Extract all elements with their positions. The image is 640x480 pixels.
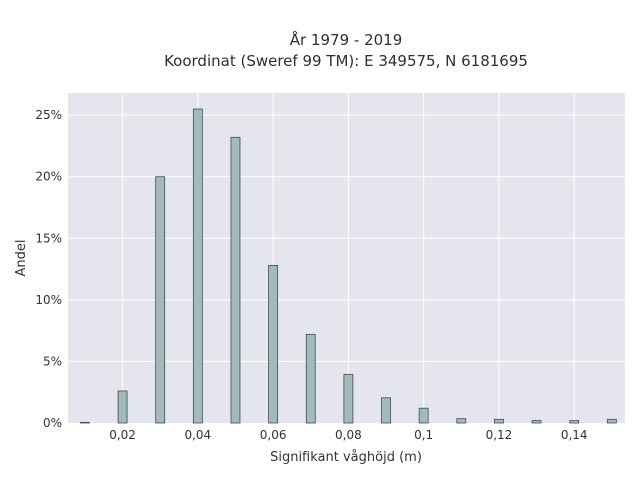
histogram-bar: [268, 264, 279, 424]
x-tick-label: 0,14: [561, 428, 588, 442]
x-tick-label: 0,1: [414, 428, 433, 442]
histogram-bar: [117, 390, 128, 424]
histogram-bar: [418, 407, 429, 424]
histogram-bar: [80, 421, 90, 424]
y-tick-label: 20%: [35, 170, 62, 184]
histogram-bar: [381, 397, 391, 424]
y-tick-label: 0%: [43, 416, 62, 430]
x-tick-label: 0,08: [335, 428, 362, 442]
histogram-bar: [155, 176, 166, 424]
y-tick-label: 5%: [43, 354, 62, 368]
y-tick-label: 10%: [35, 293, 62, 307]
chart-title-line-2: Koordinat (Sweref 99 TM): E 349575, N 61…: [164, 52, 528, 70]
x-tick-label: 0,12: [486, 428, 513, 442]
histogram-bar: [494, 418, 504, 424]
chart-title-line-1: År 1979 - 2019: [290, 30, 403, 49]
x-axis-title: Signifikant våghöjd (m): [270, 450, 422, 465]
histogram-bar: [569, 420, 580, 424]
histogram-bar: [343, 373, 354, 424]
x-tick-label: 0,06: [260, 428, 287, 442]
histogram-bar: [305, 333, 316, 424]
histogram-bar: [606, 418, 617, 424]
x-axis-ticks: 0,02 0,04 0,06 0,08 0,1 0,12 0,14: [109, 428, 587, 442]
y-axis-title: Andel: [14, 240, 29, 277]
x-tick-label: 0,02: [109, 428, 136, 442]
histogram-bar: [192, 108, 203, 424]
bars: [80, 108, 617, 424]
x-tick-label: 0,04: [184, 428, 211, 442]
histogram-bar: [456, 418, 467, 424]
plot-area: [68, 93, 625, 423]
y-tick-label: 25%: [35, 108, 62, 122]
y-axis-ticks: 0% 5% 10% 15% 20% 25%: [35, 108, 62, 430]
histogram-bar: [531, 420, 542, 424]
y-tick-label: 15%: [35, 231, 62, 245]
histogram-bar: [230, 136, 241, 424]
